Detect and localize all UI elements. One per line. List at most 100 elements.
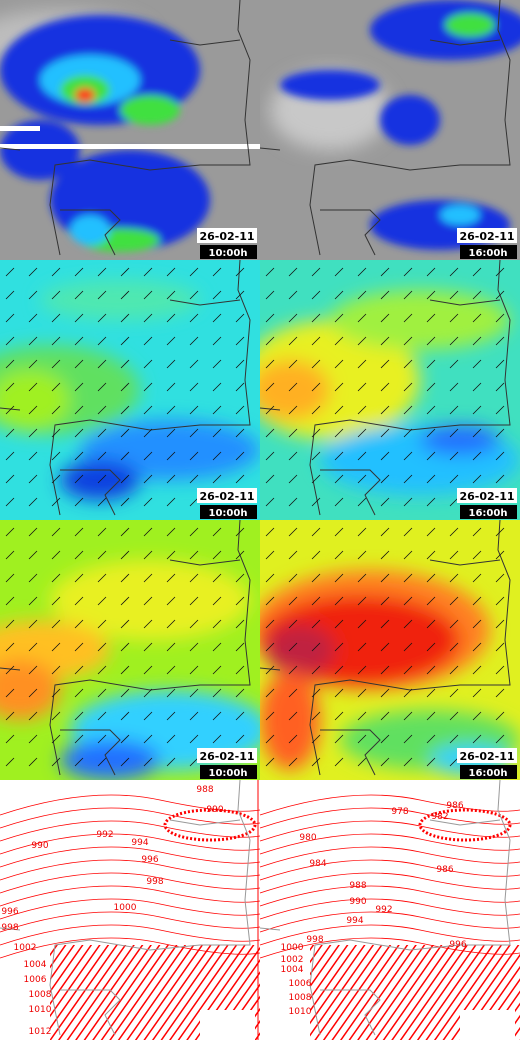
date-label: 26-02-11 [459,750,514,763]
wind-arrow [380,573,390,583]
wind-arrow [235,711,245,721]
time-label: 16:00h [469,508,508,519]
wind-arrow [449,619,459,629]
wind-arrow [74,405,84,415]
wind-arrow [189,527,199,537]
wind-arrow [235,642,245,652]
wind-arrow [449,527,459,537]
wind-arrow [235,290,245,300]
wind-arrow [426,497,436,507]
labels: 26-02-11 10:00h 26-02-11 16:00h 26-02-11 10:0… [1,228,517,1037]
wind-arrow [288,573,298,583]
wind-arrow [334,573,344,583]
wind-arrow [380,405,390,415]
wind-arrow [357,336,367,346]
wind-arrow [5,359,15,369]
wind-arrow [380,359,390,369]
wind-arrow [288,382,298,392]
wind-arrows [5,267,505,767]
wind-arrow [143,527,153,537]
wind-arrow [403,573,413,583]
wind-arrow [51,451,61,461]
wind-arrow [426,382,436,392]
wind-arrow [51,428,61,438]
wind-arrow [120,451,130,461]
wind-arrow [288,619,298,629]
wind-arrow [449,642,459,652]
wind-arrow [5,734,15,744]
wind-arrow [212,359,222,369]
wind-arrow [189,474,199,484]
wind-arrow [143,642,153,652]
wind-arrow [311,527,321,537]
wind-arrow [97,428,107,438]
isobar-label: 980 [299,833,316,843]
wind-arrow [143,290,153,300]
wind-arrow [472,527,482,537]
wind-arrow [166,642,176,652]
wind-arrow [334,711,344,721]
wind-arrow [495,267,505,277]
wind-arrow [288,550,298,560]
wind-arrow [120,734,130,744]
wind-arrow [166,619,176,629]
wind-arrow [449,267,459,277]
isobar-label: 1006 [289,979,312,989]
wind-arrow [5,497,15,507]
wind-arrow [74,619,84,629]
wind-arrow [51,550,61,560]
isobar-label: 992 [375,905,392,915]
isobar-label: 996 [141,855,158,865]
wind-arrow [426,619,436,629]
isobar-label: 982 [431,812,448,822]
wind-arrow [334,527,344,537]
wind-arrow [334,619,344,629]
coastline [259,259,511,516]
isobar [259,885,520,907]
wind-arrow [311,497,321,507]
wind-arrow [166,757,176,767]
coastline [259,0,511,256]
wind-arrow [189,405,199,415]
wind-arrow [97,596,107,606]
wind-arrow [189,688,199,698]
wind-arrow [120,642,130,652]
wind-arrow [212,573,222,583]
wind-arrow [51,573,61,583]
wind-arrow [97,688,107,698]
wind-arrow [166,527,176,537]
wind-arrow [426,573,436,583]
wind-arrow [403,596,413,606]
isobar-label: 988 [196,785,213,795]
wind-arrow [380,290,390,300]
wind-arrow [357,642,367,652]
wind-arrow [143,688,153,698]
wind-arrow [311,619,321,629]
wind-arrow [288,359,298,369]
wind-arrow [265,267,275,277]
isobar-label: 994 [346,916,363,926]
time-box [200,505,257,519]
wind-arrow [5,711,15,721]
wind-arrow [143,313,153,323]
time-label: 10:00h [209,508,248,519]
wind-arrow [449,336,459,346]
isobar-label: 1004 [281,965,304,975]
wind-arrow [235,451,245,461]
wind-arrow [51,290,61,300]
wind-arrow [403,757,413,767]
wind-arrow [74,527,84,537]
wind-arrow [311,573,321,583]
wind-arrow [74,665,84,675]
wind-arrow [265,711,275,721]
isobar-label: 978 [391,807,408,817]
wind-arrow [212,665,222,675]
wind-arrow [74,642,84,652]
wind-arrow [449,428,459,438]
wind-arrow [311,665,321,675]
wind-arrow [189,757,199,767]
wind-arrow [311,757,321,767]
isobar-label: 984 [309,859,326,869]
wind-arrow [334,267,344,277]
wind-arrow [120,290,130,300]
